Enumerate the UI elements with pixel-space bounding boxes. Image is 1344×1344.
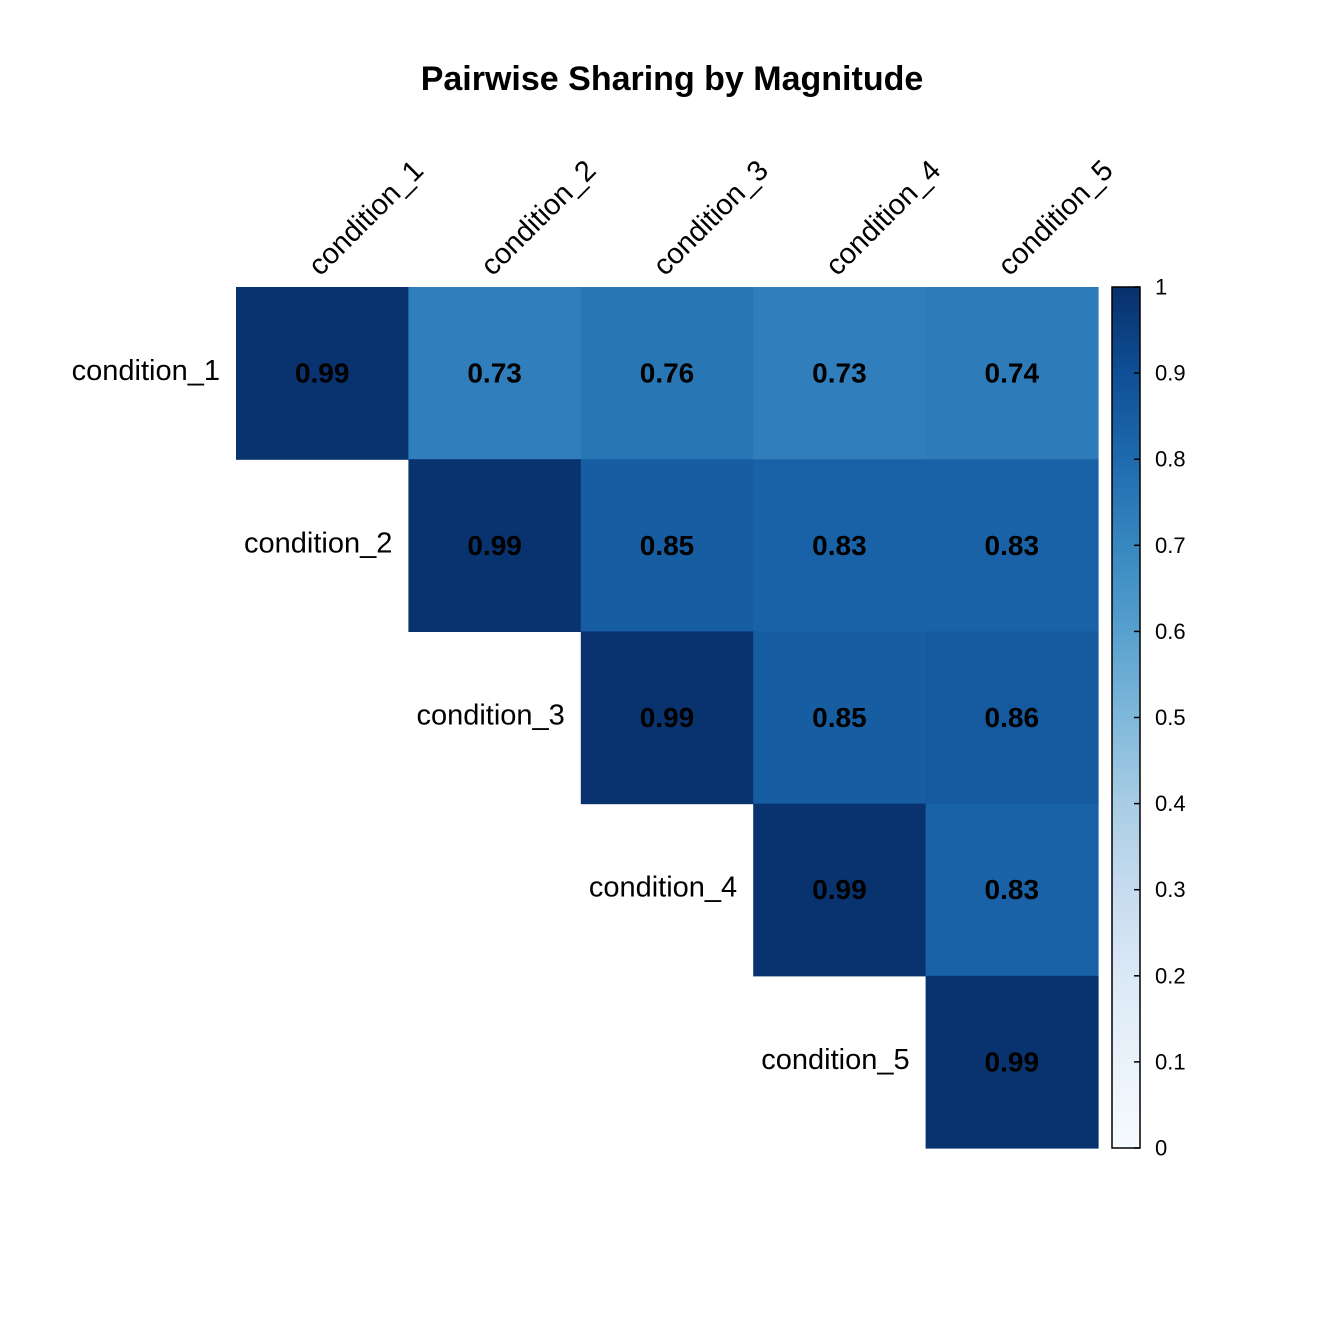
colorbar-tick-label: 0.3 xyxy=(1155,877,1186,902)
heatmap-cell xyxy=(753,287,927,460)
cell-value-label: 0.99 xyxy=(985,1046,1040,1077)
cell-value-label: 0.76 xyxy=(640,358,695,389)
column-label: condition_4 xyxy=(820,154,948,282)
column-label: condition_1 xyxy=(303,154,431,282)
column-label: condition_5 xyxy=(992,154,1120,282)
chart-title: Pairwise Sharing by Magnitude xyxy=(421,60,924,98)
column-label: condition_3 xyxy=(647,154,775,282)
cell-value-label: 0.73 xyxy=(812,358,867,389)
heatmap-cell xyxy=(925,287,1099,460)
colorbar-tick-label: 0.9 xyxy=(1155,361,1186,386)
heatmap-cell xyxy=(580,287,754,460)
heatmap-cells xyxy=(236,287,1099,1149)
heatmap-cell-labels: 0.99 0.73 0.76 0.73 0.74 0.99 0.85 0.83 0.83 0.99… xyxy=(295,358,1040,1078)
row-label: condition_2 xyxy=(244,527,392,559)
row-labels: condition_1 condition_2 condition_3conditi… xyxy=(72,355,910,1076)
heatmap-cell xyxy=(753,803,927,977)
column-label: condition_2 xyxy=(475,154,603,282)
cell-value-label: 0.99 xyxy=(812,874,867,905)
colorbar-ticks: 0 0.1 0.2 0.3 0.4 0.5 0.6 0.7 0.8 0.9 1 xyxy=(1134,275,1186,1161)
colorbar-tick-label: 0.5 xyxy=(1155,705,1186,730)
colorbar-tick-label: 0.7 xyxy=(1155,533,1186,558)
colorbar-tick-label: 0.8 xyxy=(1155,447,1186,472)
cell-value-label: 0.74 xyxy=(985,358,1040,389)
heatmap-cell xyxy=(925,975,1099,1149)
cell-value-label: 0.83 xyxy=(985,874,1040,905)
heatmap-cell xyxy=(753,631,927,805)
heatmap-cell xyxy=(408,287,582,460)
column-labels: condition_1 condition_2 condition_3 conditi… xyxy=(303,154,1120,282)
colorbar-tick-label: 0.4 xyxy=(1155,791,1186,816)
row-label: condition_1 xyxy=(72,355,220,387)
heatmap-cell xyxy=(580,631,754,805)
heatmap-cell xyxy=(408,459,582,632)
heatmap-cell xyxy=(580,459,754,632)
heatmap-cell xyxy=(236,287,409,460)
colorbar-tick-label: 0 xyxy=(1155,1136,1167,1161)
colorbar-tick-label: 0.1 xyxy=(1155,1049,1186,1074)
cell-value-label: 0.83 xyxy=(985,530,1040,561)
row-label: condition_3 xyxy=(416,700,564,732)
row-label: condition_4 xyxy=(589,872,737,904)
cell-value-label: 0.85 xyxy=(812,702,867,733)
heatmap-cell xyxy=(925,803,1099,977)
heatmap-cell xyxy=(925,459,1099,632)
heatmap-cell xyxy=(925,631,1099,805)
cell-value-label: 0.86 xyxy=(985,702,1040,733)
cell-value-label: 0.85 xyxy=(640,530,695,561)
heatmap-cell xyxy=(753,459,927,632)
colorbar-tick-label: 0.6 xyxy=(1155,619,1186,644)
row-label: condition_5 xyxy=(761,1044,909,1076)
colorbar: 0 0.1 0.2 0.3 0.4 0.5 0.6 0.7 0.8 0.9 1 xyxy=(1111,275,1186,1161)
cell-value-label: 0.83 xyxy=(812,530,867,561)
cell-value-label: 0.99 xyxy=(640,702,695,733)
colorbar-tick-label: 0.2 xyxy=(1155,963,1186,988)
cell-value-label: 0.99 xyxy=(295,358,350,389)
colorbar-tick-label: 1 xyxy=(1155,275,1167,300)
cell-value-label: 0.99 xyxy=(467,530,522,561)
cell-value-label: 0.73 xyxy=(467,358,522,389)
